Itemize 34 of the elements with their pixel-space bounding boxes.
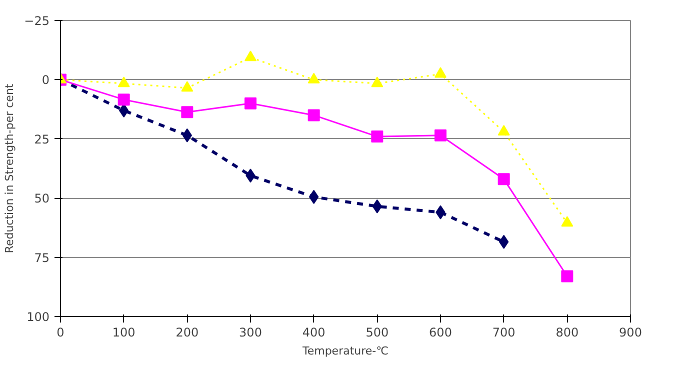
point [561, 216, 574, 227]
point [244, 50, 256, 62]
y-tick-label: 25 [34, 132, 50, 146]
point [244, 97, 256, 110]
x-tick-label: 100 [112, 326, 136, 340]
y-tick-label: 100 [26, 310, 50, 324]
point [498, 124, 510, 136]
point [118, 76, 130, 88]
point [434, 67, 446, 78]
point [308, 109, 320, 122]
y-tick-label: 0 [42, 73, 50, 88]
point [308, 72, 320, 84]
x-tick-label: 500 [366, 326, 389, 340]
x-tick-label: 0 [56, 326, 64, 340]
y-tick-label: 50 [34, 192, 50, 206]
point [371, 76, 384, 88]
point [498, 173, 510, 186]
x-tick-label: 300 [239, 326, 262, 340]
y-axis-title: Reduction in Strength-per cent [3, 83, 16, 254]
point [118, 94, 130, 106]
point [371, 130, 384, 143]
x-tick-label: 800 [556, 326, 579, 340]
y-tick-label: −25 [24, 14, 50, 28]
point [181, 106, 194, 118]
y-tick-label: 75 [34, 250, 50, 265]
x-tick-label: 900 [619, 326, 642, 340]
point [181, 81, 194, 92]
x-tick-label: 400 [302, 326, 326, 340]
point [434, 129, 446, 142]
x-tick-label: 200 [176, 326, 199, 340]
x-tick-label: 600 [429, 326, 452, 340]
point [561, 270, 574, 282]
x-axis-title: Temperature-℃ [302, 344, 389, 358]
x-tick-label: 700 [492, 326, 516, 340]
